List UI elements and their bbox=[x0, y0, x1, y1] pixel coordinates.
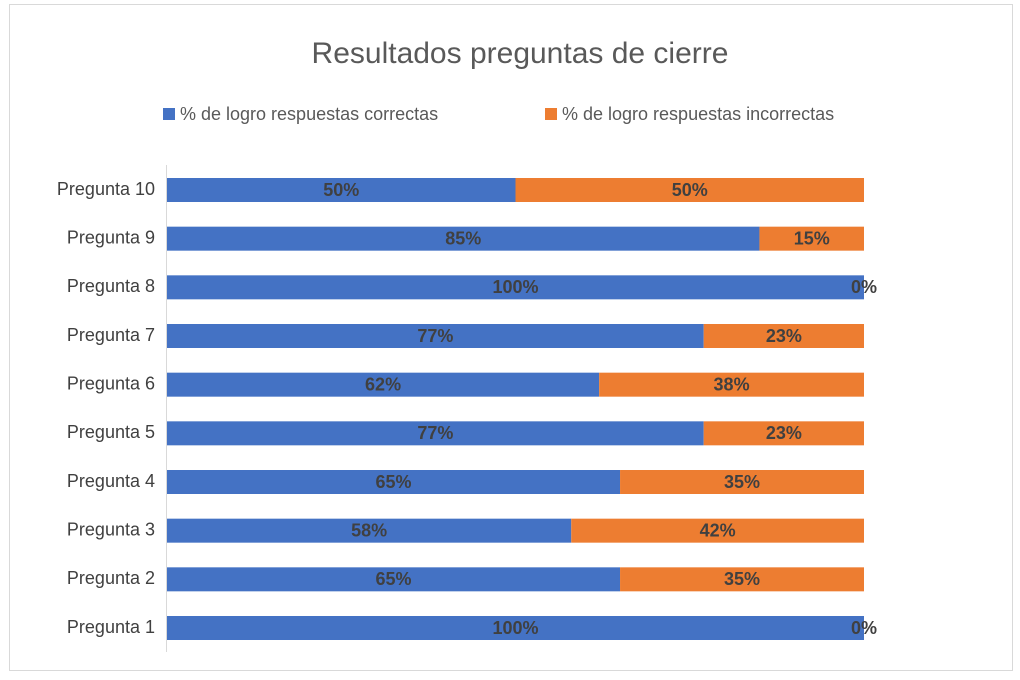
category-label: Pregunta 4 bbox=[67, 471, 155, 491]
legend-label: % de logro respuestas correctas bbox=[180, 104, 438, 124]
category-label: Pregunta 5 bbox=[67, 422, 155, 442]
data-label: 0% bbox=[851, 618, 877, 638]
bar-segment bbox=[759, 226, 864, 251]
data-label: 35% bbox=[724, 569, 760, 589]
legend-label: % de logro respuestas incorrectas bbox=[562, 104, 834, 124]
bar-segment bbox=[703, 421, 864, 446]
bar-segment bbox=[167, 275, 864, 300]
data-label: 50% bbox=[672, 180, 708, 200]
category-label: Pregunta 7 bbox=[67, 325, 155, 345]
bar-segment bbox=[167, 616, 864, 640]
bar-segment bbox=[167, 226, 760, 251]
data-label: 35% bbox=[724, 472, 760, 492]
bar-segment bbox=[167, 178, 516, 202]
category-label: Pregunta 10 bbox=[57, 179, 155, 199]
data-label: 42% bbox=[700, 520, 736, 540]
bar-segment bbox=[620, 470, 864, 494]
bar-segment bbox=[167, 421, 704, 446]
data-label: 100% bbox=[492, 618, 538, 638]
data-label: 85% bbox=[445, 228, 481, 248]
data-label: 23% bbox=[766, 423, 802, 443]
category-label: Pregunta 3 bbox=[67, 519, 155, 539]
data-label: 50% bbox=[323, 180, 359, 200]
bar-segment bbox=[599, 372, 864, 397]
data-label: 65% bbox=[376, 569, 412, 589]
data-label: 38% bbox=[714, 374, 750, 394]
category-label: Pregunta 8 bbox=[67, 276, 155, 296]
bar-segment bbox=[167, 372, 600, 397]
category-label: Pregunta 1 bbox=[67, 617, 155, 637]
legend-swatch bbox=[163, 108, 175, 120]
bar-segment bbox=[167, 324, 704, 348]
bar-segment bbox=[515, 178, 864, 202]
bar-segment bbox=[703, 324, 864, 348]
data-label: 77% bbox=[417, 326, 453, 346]
data-label: 15% bbox=[794, 228, 830, 248]
data-label: 0% bbox=[851, 277, 877, 297]
category-label: Pregunta 9 bbox=[67, 227, 155, 247]
bar-segment bbox=[571, 518, 864, 543]
data-label: 65% bbox=[376, 472, 412, 492]
bar-segment bbox=[620, 567, 864, 592]
data-label: 23% bbox=[766, 326, 802, 346]
data-label: 62% bbox=[365, 374, 401, 394]
chart-title: Resultados preguntas de cierre bbox=[312, 37, 729, 70]
bar-segment bbox=[167, 470, 621, 494]
category-label: Pregunta 2 bbox=[67, 568, 155, 588]
data-label: 58% bbox=[351, 520, 387, 540]
data-label: 77% bbox=[417, 423, 453, 443]
category-label: Pregunta 6 bbox=[67, 373, 155, 393]
legend-swatch bbox=[545, 108, 557, 120]
bar-segment bbox=[167, 518, 572, 543]
data-label: 100% bbox=[492, 277, 538, 297]
bar-segment bbox=[167, 567, 621, 592]
